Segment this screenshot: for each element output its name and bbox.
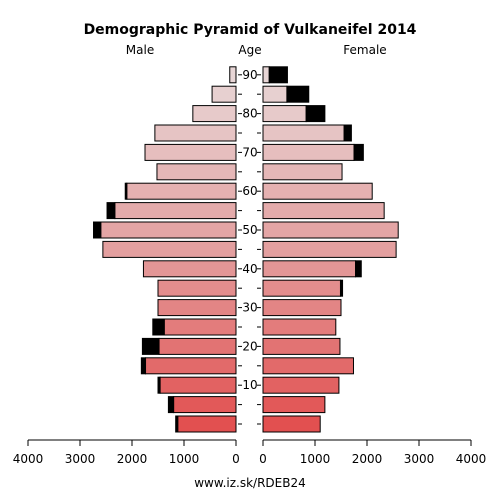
- age-tick-label: 90: [242, 68, 257, 82]
- female-bar: [262, 337, 341, 355]
- female-bar: [262, 376, 340, 394]
- male-bar: [159, 376, 237, 394]
- female-x-tick-label: 0: [259, 452, 267, 466]
- male-bar: [177, 415, 237, 433]
- female-surplus-bar: [353, 143, 364, 161]
- age-tick-label: 60: [242, 184, 257, 198]
- male-bar: [157, 279, 237, 297]
- female-bar: [262, 279, 341, 297]
- male-bar: [163, 318, 237, 336]
- female-bar: [262, 182, 373, 200]
- age-tick-label: 40: [242, 262, 257, 276]
- female-bar: [262, 260, 357, 278]
- female-bar: [262, 85, 288, 103]
- female-bar: [262, 415, 321, 433]
- female-surplus-bar: [286, 85, 310, 103]
- female-x-tick-label: 4000: [456, 452, 487, 466]
- female-bar: [262, 143, 355, 161]
- male-surplus-bar: [140, 357, 147, 375]
- male-bar: [192, 105, 237, 123]
- male-bar: [100, 221, 237, 239]
- male-bar: [173, 396, 237, 414]
- source-footer: www.iz.sk/RDEB24: [194, 476, 306, 490]
- male-bar: [229, 66, 237, 84]
- male-surplus-bar: [157, 376, 161, 394]
- age-tick-label: 10: [242, 378, 257, 392]
- value-axes: 4000 4000 3000 3000 2000 2000 1000 1000 0 0: [13, 439, 487, 466]
- female-bar: [262, 124, 345, 142]
- female-label: Female: [343, 43, 386, 57]
- age-tick-label: 80: [242, 107, 257, 121]
- female-bar: [262, 396, 326, 414]
- male-bar: [154, 124, 237, 142]
- female-bar: [262, 66, 270, 84]
- female-surplus-bar: [355, 260, 362, 278]
- male-x-tick-label: 2000: [117, 452, 148, 466]
- male-bar: [156, 163, 237, 181]
- female-x-tick-label: 2000: [352, 452, 383, 466]
- female-bar: [262, 163, 343, 181]
- male-surplus-bar: [167, 396, 175, 414]
- female-x-tick-label: 3000: [404, 452, 435, 466]
- female-bar: [262, 105, 307, 123]
- chart-title: Demographic Pyramid of Vulkaneifel 2014: [84, 22, 417, 38]
- male-surplus-bar: [106, 202, 116, 220]
- age-tick-label: 30: [242, 301, 257, 315]
- female-surplus-bar: [339, 279, 344, 297]
- female-x-tick-label: 1000: [300, 452, 331, 466]
- age-axis: 10 20 30 40 50 60 70 80 90: [238, 68, 261, 425]
- male-bar: [158, 337, 237, 355]
- male-surplus-bar: [175, 415, 179, 433]
- age-tick-label: 70: [242, 145, 257, 159]
- male-x-tick-label: 4000: [13, 452, 44, 466]
- female-bar: [262, 318, 337, 336]
- female-bar: [262, 221, 399, 239]
- male-surplus-bar: [152, 318, 165, 336]
- male-surplus-bar: [93, 221, 102, 239]
- female-bar: [262, 357, 354, 375]
- male-x-tick-label: 0: [232, 452, 240, 466]
- male-surplus-bar: [141, 337, 160, 355]
- male-bar: [126, 182, 237, 200]
- male-bar: [144, 143, 237, 161]
- male-x-tick-label: 3000: [65, 452, 96, 466]
- male-bar: [157, 299, 237, 317]
- female-bar: [262, 299, 342, 317]
- male-x-tick-label: 1000: [169, 452, 200, 466]
- male-label: Male: [126, 43, 154, 57]
- male-bar: [102, 240, 237, 258]
- female-bar: [262, 202, 385, 220]
- male-bar: [211, 85, 237, 103]
- male-bar: [114, 202, 237, 220]
- female-surplus-bar: [305, 105, 326, 123]
- age-tick-label: 20: [242, 339, 257, 353]
- male-surplus-bar: [124, 182, 128, 200]
- age-label: Age: [238, 43, 261, 57]
- male-bar: [142, 260, 237, 278]
- female-bar: [262, 240, 397, 258]
- male-bar: [145, 357, 237, 375]
- bars-group: [93, 66, 399, 433]
- age-tick-label: 50: [242, 223, 257, 237]
- female-surplus-bar: [343, 124, 352, 142]
- female-surplus-bar: [268, 66, 288, 84]
